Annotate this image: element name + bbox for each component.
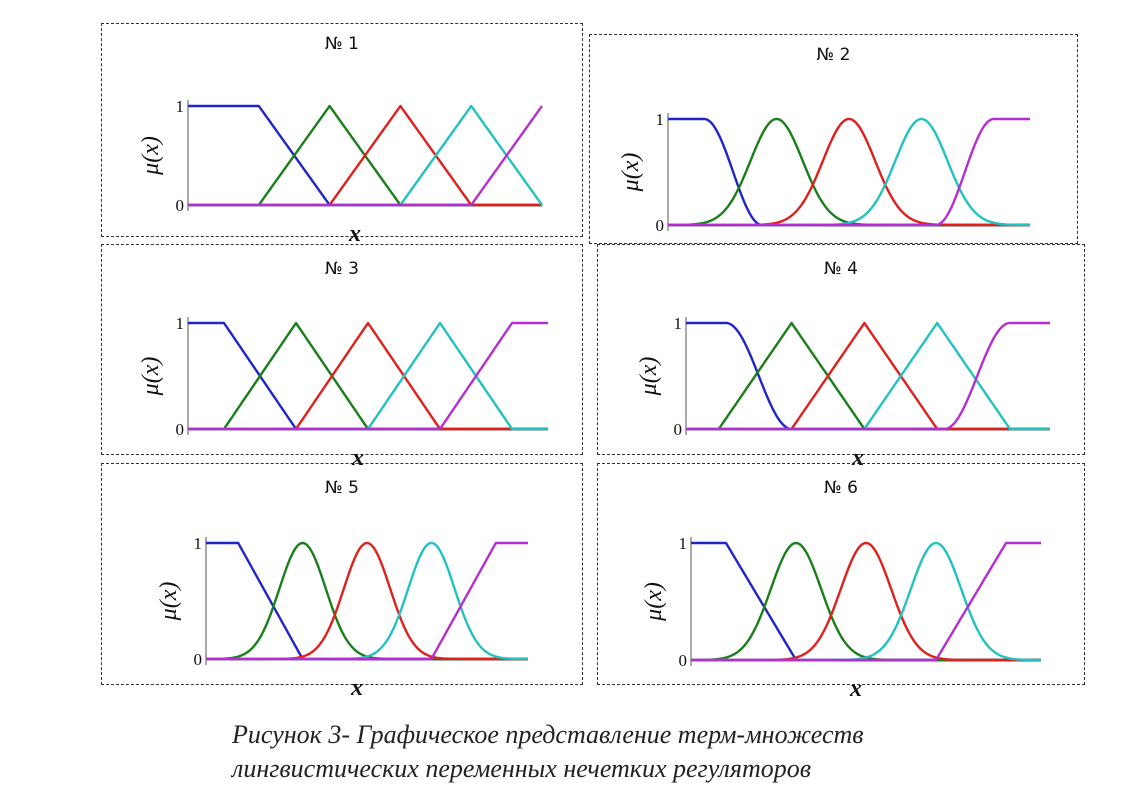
- series-line-cyan: [690, 541, 1042, 662]
- panel-4: № 4: [597, 244, 1085, 455]
- x-axis-label: x: [348, 221, 361, 247]
- x-axis-label: x: [849, 676, 862, 702]
- panel-title: № 4: [824, 259, 858, 279]
- panel-6: № 6: [597, 463, 1085, 685]
- series-line-magenta: [686, 321, 1050, 431]
- y-tick-label: 1: [674, 314, 683, 333]
- panel-5: № 5: [101, 463, 583, 685]
- y-tick-label: 0: [194, 650, 203, 669]
- y-tick-label: 1: [656, 110, 665, 129]
- y-axis-label: μ(x): [156, 582, 182, 622]
- series-line-magenta: [187, 105, 543, 207]
- series-line-red: [690, 541, 1042, 662]
- panel-title: № 5: [325, 478, 359, 498]
- series-line-blue: [690, 541, 1042, 662]
- y-axis-label: μ(x): [138, 136, 164, 176]
- caption-line-2: лингвистических переменных нечетких регу…: [232, 754, 812, 783]
- y-tick-label: 1: [176, 97, 185, 116]
- panel-title: № 1: [325, 34, 359, 54]
- x-axis-label: x: [350, 675, 363, 701]
- y-tick-label: 0: [679, 651, 688, 670]
- y-axis-label: μ(x): [138, 357, 164, 397]
- caption-line-1: Рисунок 3- Графическое представление тер…: [232, 720, 864, 749]
- y-axis-label: μ(x): [618, 153, 644, 193]
- panel-2: № 2: [589, 34, 1078, 244]
- series-line-magenta: [690, 541, 1042, 662]
- x-axis-label: x: [851, 445, 864, 471]
- y-axis-label: μ(x): [641, 582, 667, 622]
- y-tick-label: 0: [176, 196, 185, 215]
- y-tick-label: 0: [656, 216, 665, 235]
- panel-title: № 3: [325, 259, 359, 279]
- y-tick-label: 1: [176, 314, 185, 333]
- x-axis-label: x: [351, 445, 364, 471]
- series-line-magenta: [205, 541, 529, 661]
- panel-title: № 2: [816, 45, 851, 65]
- y-tick-label: 1: [194, 534, 203, 553]
- y-axis-label: μ(x): [636, 357, 662, 397]
- figure-caption: Рисунок 3- Графическое представление тер…: [232, 718, 1112, 786]
- y-tick-label: 0: [674, 420, 683, 439]
- series-line-magenta: [668, 117, 1030, 227]
- y-tick-label: 0: [176, 420, 185, 439]
- y-tick-label: 1: [679, 534, 688, 553]
- series-line-green: [690, 541, 1042, 662]
- panel-3: № 3: [101, 244, 583, 455]
- panel-1: № 1: [101, 23, 583, 237]
- panel-title: № 6: [824, 478, 858, 498]
- series-line-magenta: [188, 321, 548, 431]
